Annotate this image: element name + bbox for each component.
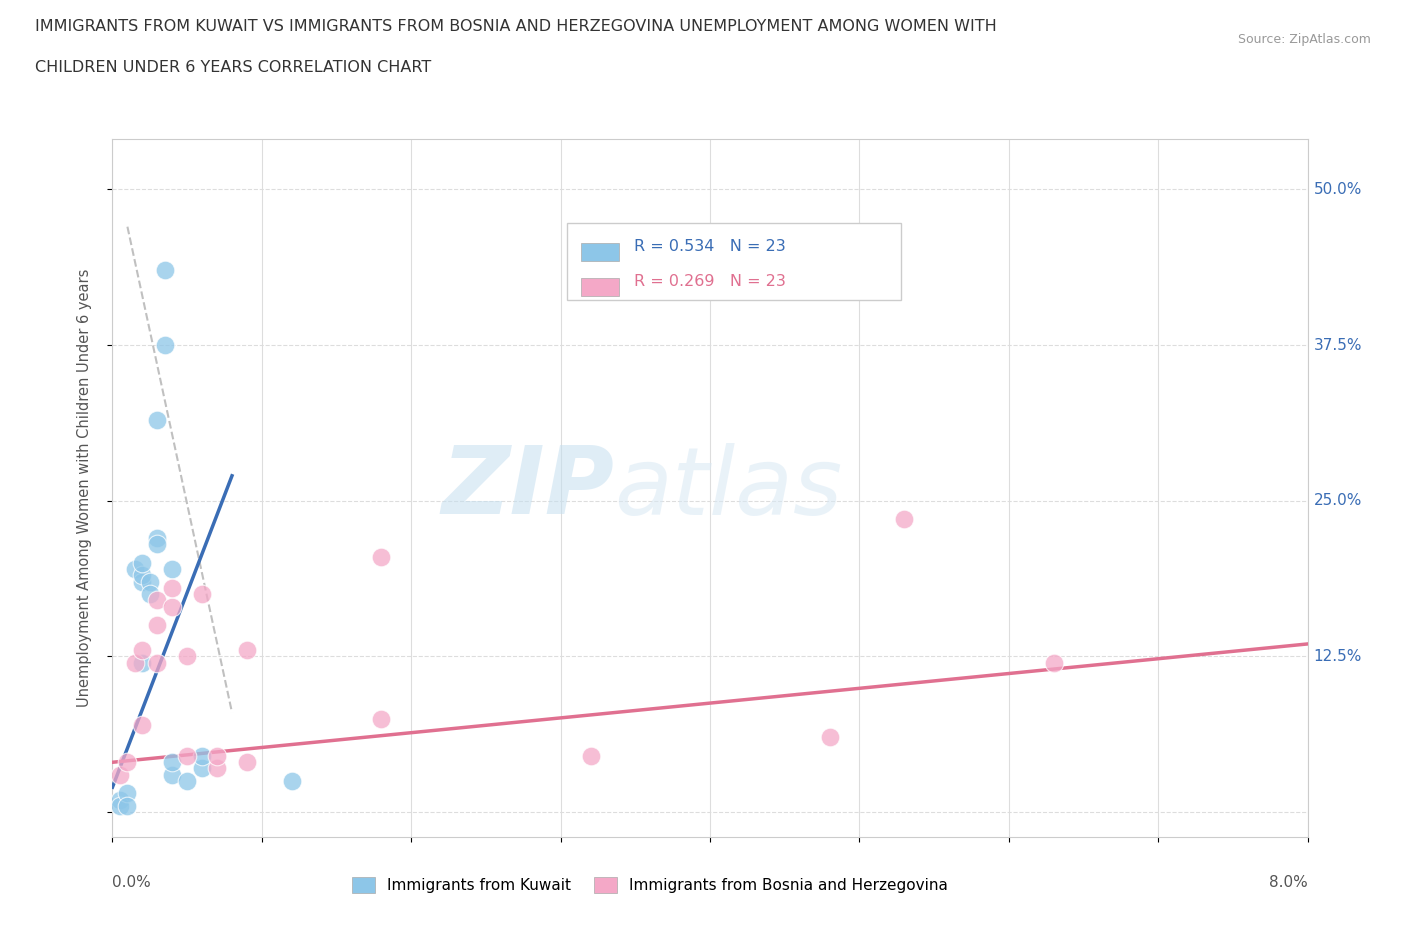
Point [236,643,259,658]
Point [162,580,183,595]
Point [108,767,131,782]
Point [139,587,162,602]
Point [131,568,153,583]
Point [146,656,169,671]
Point [281,774,304,789]
Point [153,263,176,278]
Point [139,574,162,589]
Y-axis label: Unemployment Among Women with Children Under 6 years: Unemployment Among Women with Children U… [77,269,91,708]
Point [131,717,153,732]
Point [124,562,146,577]
Point [191,761,214,776]
Point [131,643,153,658]
Point [893,512,915,526]
Point [162,562,183,577]
Point [370,550,392,565]
Point [176,749,198,764]
Text: 25.0%: 25.0% [1313,493,1362,508]
Bar [581,278,619,296]
Text: 0.0%: 0.0% [112,875,152,890]
Point [205,761,228,776]
Text: CHILDREN UNDER 6 YEARS CORRELATION CHART: CHILDREN UNDER 6 YEARS CORRELATION CHART [35,60,432,75]
Point [236,755,259,770]
FancyBboxPatch shape [567,223,901,300]
Text: Source: ZipAtlas.com: Source: ZipAtlas.com [1237,33,1371,46]
Text: IMMIGRANTS FROM KUWAIT VS IMMIGRANTS FROM BOSNIA AND HERZEGOVINA UNEMPLOYMENT AM: IMMIGRANTS FROM KUWAIT VS IMMIGRANTS FRO… [35,19,997,33]
Point [108,792,131,807]
Text: atlas: atlas [614,443,842,534]
Text: 37.5%: 37.5% [1313,338,1362,352]
Point [117,755,139,770]
Point [176,649,198,664]
Legend: Immigrants from Kuwait, Immigrants from Bosnia and Herzegovina: Immigrants from Kuwait, Immigrants from … [346,870,955,899]
Point [131,574,153,589]
Point [153,338,176,352]
Point [818,730,841,745]
Point [146,593,169,608]
Point [162,767,183,782]
Bar [581,244,619,261]
Point [131,656,153,671]
Point [1042,656,1064,671]
Point [191,749,214,764]
Point [117,799,139,814]
Point [131,555,153,570]
Text: 8.0%: 8.0% [1268,875,1308,890]
Text: R = 0.534   N = 23: R = 0.534 N = 23 [634,239,786,254]
Point [117,786,139,801]
Point [191,587,214,602]
Point [579,749,602,764]
Point [162,599,183,614]
Point [205,749,228,764]
Point [146,531,169,546]
Text: R = 0.269   N = 23: R = 0.269 N = 23 [634,273,786,288]
Point [162,755,183,770]
Text: ZIP: ZIP [441,443,614,534]
Point [146,618,169,632]
Point [370,711,392,726]
Point [146,412,169,427]
Text: 12.5%: 12.5% [1313,649,1362,664]
Point [146,537,169,551]
Point [124,656,146,671]
Point [108,799,131,814]
Text: 50.0%: 50.0% [1313,182,1362,197]
Point [176,774,198,789]
